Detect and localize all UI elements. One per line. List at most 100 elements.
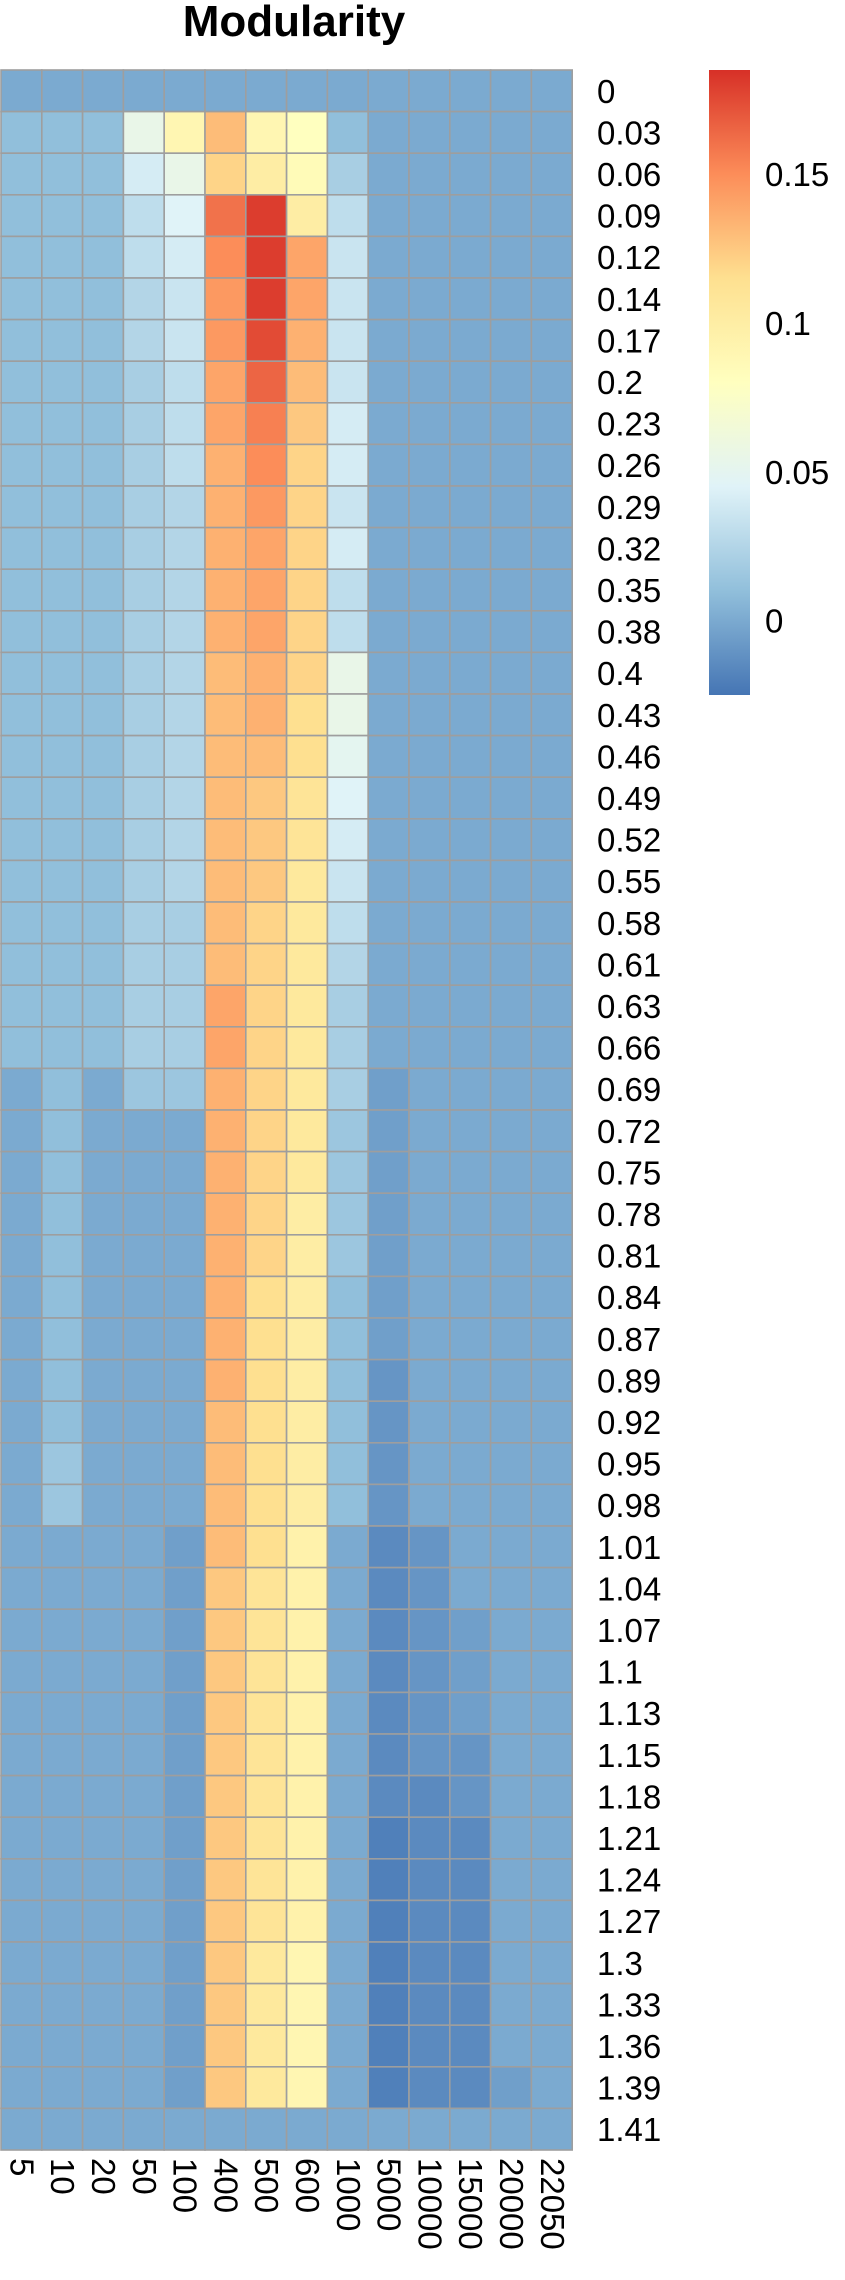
heatmap-cell: [81, 984, 125, 1028]
row-label: 0.26: [597, 447, 661, 484]
heatmap-cell: [163, 1192, 206, 1236]
heatmap-cell: [122, 1608, 166, 1652]
heatmap-cell: [245, 277, 288, 321]
heatmap-cell: [448, 69, 492, 113]
heatmap-cell: [367, 2024, 410, 2068]
heatmap-cell: [489, 360, 533, 404]
heatmap-cell: [122, 1691, 166, 1735]
heatmap-cell: [204, 1275, 247, 1319]
heatmap-cell: [0, 901, 43, 945]
heatmap-cell: [489, 1150, 533, 1194]
heatmap-cell: [40, 1733, 84, 1777]
heatmap-cell: [448, 693, 492, 737]
heatmap-cell: [530, 110, 574, 154]
heatmap-cell: [0, 1150, 43, 1194]
heatmap-cell: [489, 1816, 533, 1860]
heatmap-cell: [122, 1234, 166, 1278]
heatmap-cell: [204, 2024, 247, 2068]
heatmap-cell: [285, 859, 329, 903]
row-label: 0.66: [597, 1030, 661, 1067]
heatmap-cell: [245, 2107, 288, 2151]
heatmap-cell: [530, 1650, 574, 1694]
heatmap-cell: [163, 152, 206, 196]
heatmap-cell: [163, 277, 206, 321]
heatmap-cell: [530, 568, 574, 612]
row-label: 0.78: [597, 1196, 661, 1233]
heatmap-cell: [81, 734, 125, 778]
heatmap-cell: [163, 2066, 206, 2110]
heatmap-cell: [163, 1026, 206, 1070]
heatmap-cell: [285, 526, 329, 570]
heatmap-cell: [163, 1525, 206, 1569]
heatmap-cell: [40, 942, 84, 986]
heatmap-cell: [367, 859, 410, 903]
heatmap-cell: [204, 235, 247, 279]
heatmap-cell: [326, 1899, 369, 1943]
heatmap-cell: [408, 1150, 451, 1194]
heatmap-cell: [448, 1566, 492, 1610]
heatmap-cell: [0, 2107, 43, 2151]
heatmap-cell: [408, 693, 451, 737]
heatmap-cell: [408, 651, 451, 695]
heatmap-cell: [408, 734, 451, 778]
heatmap-cell: [408, 1899, 451, 1943]
heatmap-cell: [40, 1899, 84, 1943]
heatmap-cell: [530, 1858, 574, 1902]
heatmap-cell: [448, 1067, 492, 1111]
heatmap-cell: [122, 1816, 166, 1860]
heatmap-cell: [40, 1234, 84, 1278]
heatmap-cell: [204, 1566, 247, 1610]
heatmap-cell: [367, 1899, 410, 1943]
heatmap-cell: [285, 1941, 329, 1985]
heatmap-cell: [245, 2066, 288, 2110]
heatmap-cell: [81, 443, 125, 487]
heatmap-cell: [285, 152, 329, 196]
heatmap-cell: [245, 2024, 288, 2068]
heatmap-cell: [285, 2066, 329, 2110]
heatmap-cell: [204, 1941, 247, 1985]
heatmap-cell: [489, 817, 533, 862]
heatmap-cell: [367, 526, 410, 570]
heatmap-cell: [448, 1275, 492, 1319]
heatmap-cell: [204, 318, 247, 363]
heatmap-cell: [0, 734, 43, 778]
heatmap-cell: [285, 1608, 329, 1652]
heatmap-cell: [408, 1650, 451, 1694]
heatmap-cell: [81, 1525, 125, 1569]
heatmap-cell: [408, 2107, 451, 2151]
heatmap-cell: [530, 984, 574, 1028]
heatmap-cell: [326, 2107, 369, 2151]
heatmap-cell: [326, 277, 369, 321]
heatmap-cell: [326, 859, 369, 903]
heatmap-cell: [326, 2024, 369, 2068]
heatmap-cell: [0, 942, 43, 986]
heatmap-cell: [408, 360, 451, 404]
heatmap-cell: [245, 1733, 288, 1777]
heatmap-cell: [367, 235, 410, 279]
heatmap-cell: [367, 1525, 410, 1569]
heatmap-cell: [530, 693, 574, 737]
heatmap-cell: [40, 2024, 84, 2068]
heatmap-cell: [448, 1525, 492, 1569]
row-label: 1.1: [597, 1654, 643, 1691]
heatmap-cell: [530, 609, 574, 654]
heatmap-cell: [40, 1566, 84, 1610]
heatmap-cell: [530, 2024, 574, 2068]
heatmap-cell: [245, 360, 288, 404]
heatmap-cell: [40, 776, 84, 820]
heatmap-cell: [163, 1899, 206, 1943]
heatmap-cell: [448, 2066, 492, 2110]
heatmap-cell: [245, 1858, 288, 1902]
heatmap-cell: [40, 693, 84, 737]
heatmap-cell: [163, 651, 206, 695]
heatmap-cell: [122, 1067, 166, 1111]
heatmap-cell: [489, 2066, 533, 2110]
heatmap-cell: [326, 1483, 369, 1527]
heatmap-cell: [0, 1691, 43, 1735]
heatmap-cell: [204, 443, 247, 487]
heatmap-cell: [326, 901, 369, 945]
heatmap-cell: [326, 568, 369, 612]
heatmap-cell: [81, 1691, 125, 1735]
heatmap-cell: [122, 609, 166, 654]
heatmap-cell: [285, 817, 329, 862]
